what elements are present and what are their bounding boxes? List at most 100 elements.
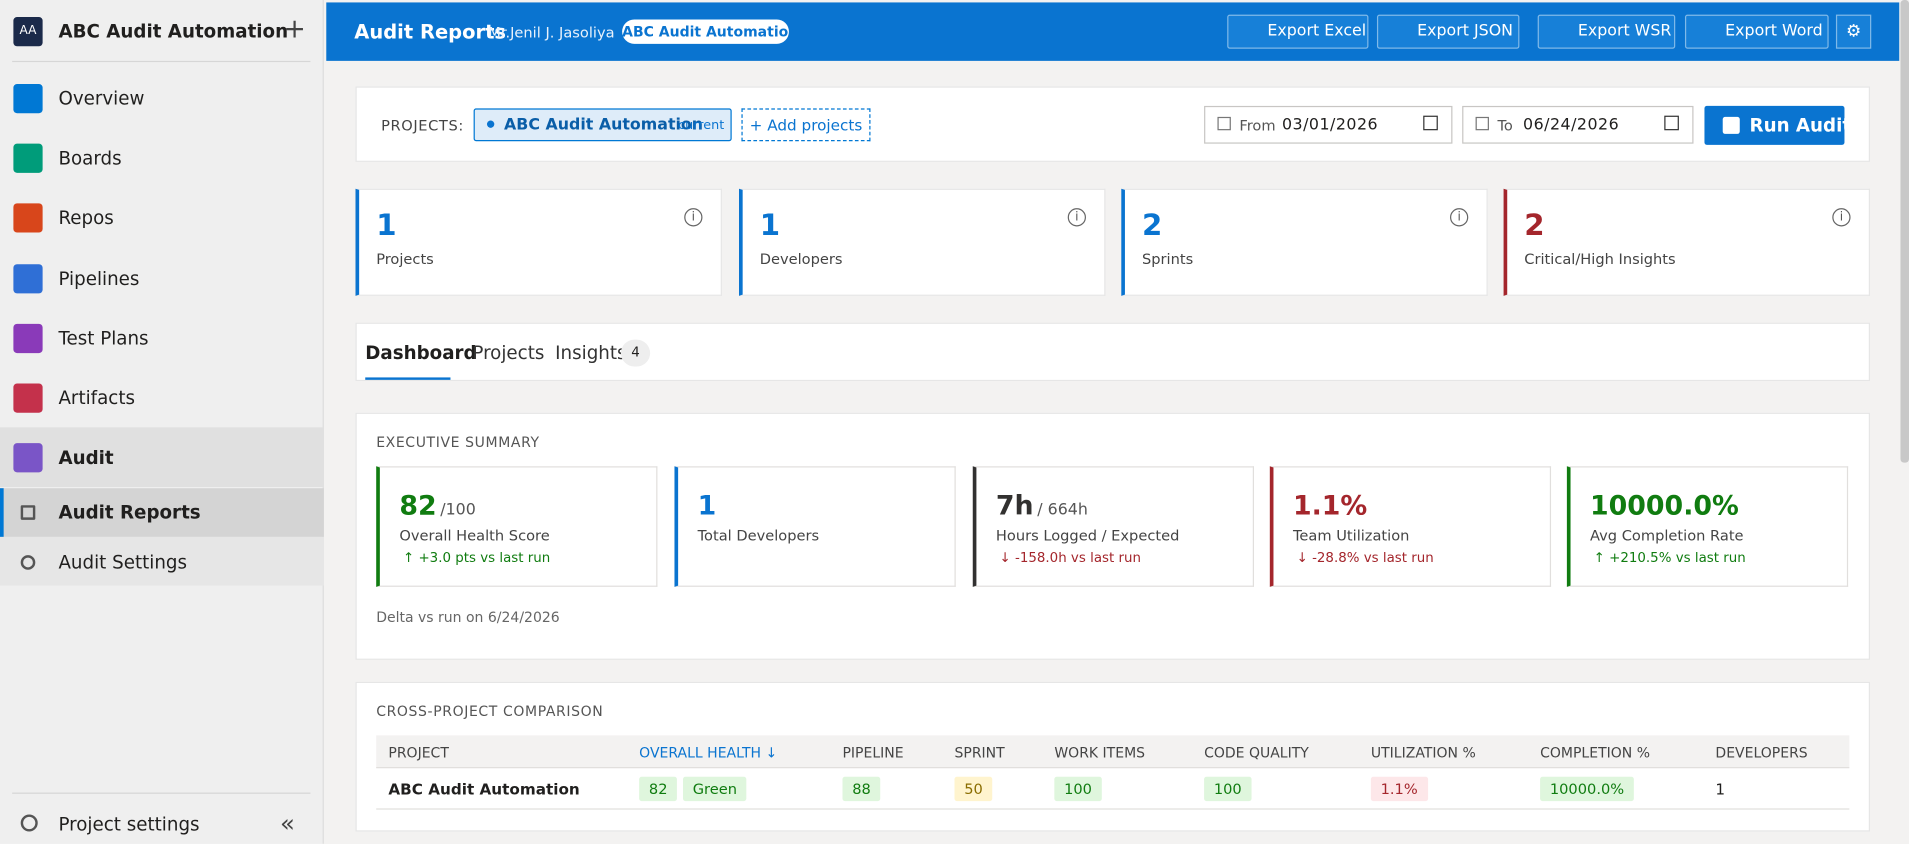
subnav-icon xyxy=(20,555,36,570)
info-icon[interactable]: i xyxy=(1832,208,1851,227)
summary-delta: ↑ +210.5% vs last run xyxy=(1593,549,1746,566)
settings-icon xyxy=(20,814,38,832)
tab-count: 4 xyxy=(620,339,651,367)
summary-card xyxy=(674,466,956,587)
nav-item[interactable]: Audit xyxy=(58,447,114,469)
org-name: ABC Audit Automation xyxy=(58,20,289,43)
summary-value: 1.1% xyxy=(1292,491,1368,522)
info-icon[interactable]: i xyxy=(684,208,703,227)
picker-icon xyxy=(1423,115,1438,131)
column-header: PROJECT xyxy=(388,743,449,761)
summary-card xyxy=(376,466,658,587)
info-icon[interactable]: i xyxy=(1450,208,1469,227)
summary-label: Overall Health Score xyxy=(399,527,550,545)
summary-label: Total Developers xyxy=(697,527,820,545)
summary-label: Avg Completion Rate xyxy=(1590,527,1744,545)
picker-icon xyxy=(1664,115,1679,131)
export-button[interactable]: Export Excel xyxy=(1227,14,1369,49)
sidebar xyxy=(0,0,324,844)
calendar-icon xyxy=(1217,116,1231,131)
stat-card xyxy=(1503,188,1871,296)
subnav-item[interactable]: Audit Reports xyxy=(58,501,201,524)
project-chip xyxy=(473,108,732,142)
project-settings[interactable]: Project settings xyxy=(58,813,200,836)
nav-item-selected-bg xyxy=(0,427,324,487)
date-value: 06/24/2026 xyxy=(1523,116,1620,135)
project-badge: ABC Audit Automation xyxy=(622,19,798,44)
nav-icon xyxy=(13,263,43,293)
cell-badge: Green xyxy=(683,776,747,802)
add-projects[interactable]: + Add projects xyxy=(741,108,871,142)
projects-label: PROJECTS: xyxy=(381,116,464,134)
cell-badge: 100 xyxy=(1054,776,1102,802)
nav-item[interactable]: Overview xyxy=(58,87,145,110)
tabs-panel xyxy=(355,322,1871,382)
divider xyxy=(12,792,311,794)
nav-item[interactable]: Repos xyxy=(58,207,114,230)
nav-icon xyxy=(13,203,43,234)
column-header: SPRINT xyxy=(954,743,1005,761)
chip-tag: current xyxy=(678,118,725,133)
summary-value: 1 xyxy=(697,491,717,522)
summary-delta: ↓ -28.8% vs last run xyxy=(1296,549,1434,566)
collapse-button[interactable]: « xyxy=(280,808,295,838)
subnav-item[interactable]: Audit Settings xyxy=(58,551,188,574)
stat-value: 2 xyxy=(1524,208,1545,243)
cell-badge: 82 xyxy=(639,776,678,802)
summary-card xyxy=(1269,466,1552,587)
stat-label: Sprints xyxy=(1141,250,1194,268)
section-title: CROSS-PROJECT COMPARISON xyxy=(376,702,604,720)
section-title: EXECUTIVE SUMMARY xyxy=(376,433,540,451)
nav-item[interactable]: Pipelines xyxy=(58,267,140,290)
column-header: DEVELOPERS xyxy=(1715,743,1808,761)
export-button[interactable]: Export Word xyxy=(1684,14,1829,49)
cell-badge: 50 xyxy=(954,776,993,802)
summary-value: 7h/ 664h xyxy=(995,491,1088,522)
org-avatar: AA xyxy=(13,17,43,47)
stat-label: Projects xyxy=(376,250,434,268)
export-button[interactable]: Export JSON xyxy=(1376,14,1520,49)
nav-item[interactable]: Boards xyxy=(58,147,122,170)
stat-value: 2 xyxy=(1141,208,1163,243)
stat-value: 1 xyxy=(376,208,397,243)
nav-item[interactable]: Test Plans xyxy=(58,327,149,350)
delta-note: Delta vs run on 6/24/2026 xyxy=(376,608,560,626)
summary-label: Team Utilization xyxy=(1292,527,1410,545)
tab[interactable]: Projects xyxy=(472,342,545,365)
nav-icon xyxy=(13,443,43,473)
summary-suffix: /100 xyxy=(440,500,476,520)
summary-label: Hours Logged / Expected xyxy=(995,527,1180,545)
divider xyxy=(12,60,311,63)
export-button[interactable]: Export WSR xyxy=(1537,14,1676,49)
nav-item[interactable]: Artifacts xyxy=(58,387,136,410)
tab[interactable]: Dashboard xyxy=(365,342,477,365)
info-icon[interactable]: i xyxy=(1067,208,1086,227)
summary-delta: ↓ -158.0h vs last run xyxy=(999,549,1141,566)
stat-card xyxy=(739,188,1106,296)
column-header: WORK ITEMS xyxy=(1054,743,1146,761)
chip-dot xyxy=(486,120,495,128)
row-divider xyxy=(376,808,1850,810)
scrollbar xyxy=(1900,0,1909,463)
summary-suffix: / 664h xyxy=(1037,500,1088,520)
nav-icon xyxy=(13,143,43,174)
date-input[interactable] xyxy=(1462,105,1694,144)
add-button[interactable]: + xyxy=(283,14,306,46)
stat-label: Developers xyxy=(759,250,843,268)
settings-button[interactable]: ⚙ xyxy=(1835,14,1872,49)
cell-badge: 10000.0% xyxy=(1540,776,1634,802)
cell-badge: 100 xyxy=(1204,776,1252,802)
table-header-bg xyxy=(376,735,1850,769)
chip-project[interactable]: ABC Audit Automation xyxy=(504,116,704,135)
page-title: Audit Reports xyxy=(354,20,506,44)
nav-icon xyxy=(13,323,43,353)
date-value: 03/01/2026 xyxy=(1281,116,1379,135)
subnav-icon xyxy=(20,505,36,520)
column-header[interactable]: OVERALL HEALTH ↓ xyxy=(639,743,778,761)
column-header: PIPELINE xyxy=(842,743,904,761)
summary-delta: ↑ +3.0 pts vs last run xyxy=(402,549,551,566)
tab[interactable]: Insights xyxy=(555,342,627,365)
subnav-bg xyxy=(0,536,324,586)
date-input[interactable] xyxy=(1204,105,1453,144)
